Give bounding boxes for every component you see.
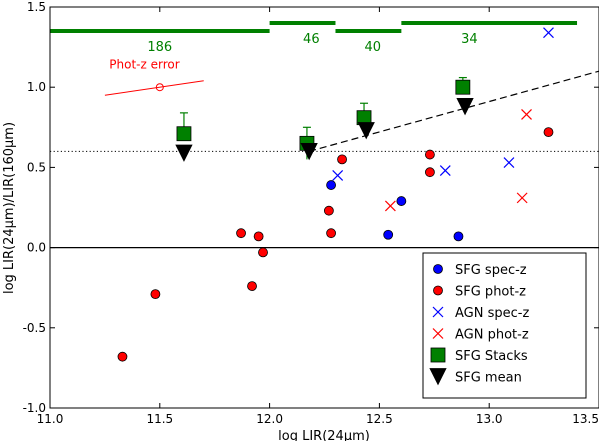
x-tick-label-1: 11.5 [146,412,173,426]
point-agn-spec-z-3-stroke-b [543,27,554,39]
bin-count-1: 46 [303,32,320,47]
point-sfg-phot-z-4 [253,231,264,242]
dashed-line [308,70,599,152]
legend-label-agn-spec-z: AGN spec-z [455,306,529,321]
phot-z-error-label: Phot-z error [109,58,179,72]
series-sfg-phot-z [117,127,554,362]
legend-marker-sfg-spec-z [433,264,443,274]
y-tick-label-1: -0.5 [23,321,46,335]
point-sfg-spec-z-3 [453,231,464,242]
series-sfg-mean [175,98,474,162]
bin-count-2: 40 [365,40,382,55]
legend-marker-sfg-phot-z [433,285,443,296]
point-sfg-mean-0 [175,144,193,162]
point-agn-phot-z-1-stroke-b [516,192,528,204]
point-sfg-spec-z-2 [383,229,394,240]
plot-frame [49,6,599,409]
series-agn-phot-z [384,109,532,212]
legend: SFG spec-z SFG phot-z AGN spec-z AGN phot-z… [422,252,587,399]
point-sfg-mean-3 [456,98,474,116]
point-sfg-phot-z-9 [425,149,435,160]
point-sfg-spec-z-0 [326,180,336,190]
point-sfg-phot-z-2 [236,228,246,239]
point-sfg-phot-z-5 [258,247,268,258]
point-agn-spec-z-1-stroke-b [439,165,451,177]
point-sfg-phot-z-10 [425,167,435,178]
point-sfg-mean-1 [300,142,318,161]
x-tick-label-2: 12.0 [256,412,283,426]
phot-z-error-annotation: Phot-z error [104,58,204,96]
point-agn-phot-z-0 [384,200,396,212]
axis-ticks: 11.0 11.5 12.0 12.5 13.0 13.5 -1.0 -0.5 0.0 0.5 1.… [23,0,599,426]
bin-count-0: 186 [147,40,172,55]
point-sfg-phot-z-8 [337,154,347,165]
legend-marker-agn-phot-z-stroke-b [432,328,444,339]
point-sfg-phot-z-6 [323,205,334,216]
point-sfg-mean-2 [357,122,375,140]
legend-marker-agn-spec-z [432,306,444,318]
phot-z-error-marker [155,83,164,92]
reference-lines [50,70,599,249]
x-axis-label: log LIR(24μm) [278,429,370,441]
data-points [117,27,554,362]
legend-label-agn-phot-z: AGN phot-z [455,328,529,343]
point-agn-spec-z-1 [439,165,451,177]
point-agn-phot-z-2 [521,109,532,120]
legend-marker-sfg-mean [429,368,447,386]
point-agn-spec-z-2 [503,157,515,169]
point-agn-phot-z-2-stroke-b [521,109,532,120]
point-sfg-phot-z-0 [117,351,128,362]
point-agn-spec-z-0 [332,169,344,181]
legend-box [422,252,587,399]
legend-marker-agn-spec-z-stroke-b [432,306,444,318]
bin-bars: 186 46 40 34 [50,21,578,55]
legend-label-sfg-stacks: SFG Stacks [455,349,528,364]
point-sfg-stacks-0 [176,126,192,142]
y-tick-label-0: -1.0 [23,401,46,415]
legend-label-sfg-spec-z: SFG spec-z [455,263,527,278]
point-sfg-phot-z-1 [150,289,161,300]
point-sfg-spec-z-1 [396,196,407,206]
y-tick-label-5: 1.5 [27,0,46,14]
x-tick-label-0: 11.0 [37,412,64,426]
bin-count-3: 34 [461,32,478,47]
point-agn-phot-z-1 [516,192,528,204]
point-sfg-stacks-3 [455,79,471,95]
x-tick-label-5: 13.5 [572,412,599,426]
x-tick-label-3: 12.5 [366,412,393,426]
y-tick-label-4: 1.0 [27,80,46,94]
phot-z-error-line [104,80,204,96]
point-sfg-phot-z-3 [247,281,257,291]
x-tick-label-4: 13.0 [476,412,503,426]
y-tick-label-2: 0.0 [27,241,46,255]
point-agn-spec-z-0-stroke-b [332,169,344,181]
series-agn-spec-z [332,27,554,181]
y-tick-label-3: 0.5 [27,160,46,174]
legend-label-sfg-mean: SFG mean [455,371,522,386]
legend-label-sfg-phot-z: SFG phot-z [455,285,526,300]
point-sfg-phot-z-11 [543,127,554,138]
point-agn-phot-z-0-stroke-b [384,200,396,212]
y-axis-label: log LIR(24μm)/LIR(160μm) [2,122,17,294]
legend-marker-sfg-stacks [430,347,446,363]
point-agn-spec-z-2-stroke-b [503,157,515,169]
series-sfg-spec-z [326,180,464,242]
point-sfg-phot-z-7 [326,228,336,239]
point-agn-spec-z-3 [543,27,554,39]
legend-marker-agn-phot-z [432,328,444,339]
